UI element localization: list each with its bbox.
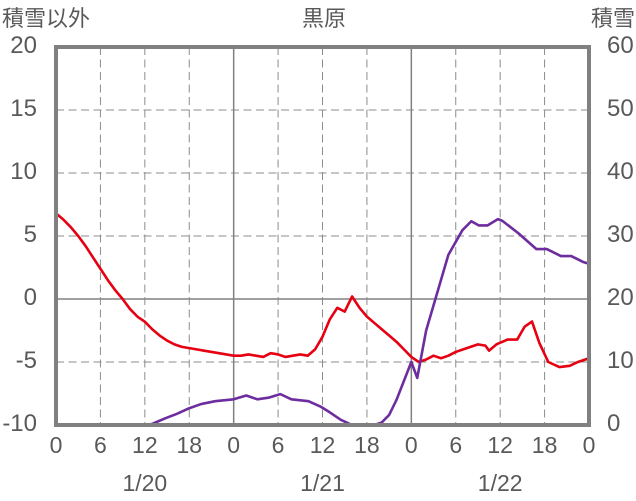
svg-text:12: 12 [132,432,158,458]
svg-text:6: 6 [449,432,462,458]
svg-text:6: 6 [272,432,285,458]
svg-text:20: 20 [10,32,37,59]
svg-text:50: 50 [607,95,634,122]
svg-text:6: 6 [94,432,107,458]
svg-text:0: 0 [607,410,620,437]
svg-text:-10: -10 [2,410,37,437]
svg-text:40: 40 [607,158,634,185]
svg-text:5: 5 [24,221,37,248]
svg-text:積雪以外: 積雪以外 [2,6,90,31]
svg-text:0: 0 [405,432,418,458]
svg-text:18: 18 [176,432,202,458]
svg-text:1/21: 1/21 [300,470,345,496]
svg-text:12: 12 [310,432,336,458]
svg-text:0: 0 [583,432,596,458]
svg-text:0: 0 [227,432,240,458]
svg-text:積雪: 積雪 [591,6,635,31]
svg-text:60: 60 [607,32,634,59]
svg-text:30: 30 [607,221,634,248]
svg-text:10: 10 [607,347,634,374]
svg-text:1/22: 1/22 [478,470,523,496]
svg-text:-5: -5 [16,347,37,374]
svg-text:10: 10 [10,158,37,185]
svg-text:18: 18 [354,432,380,458]
svg-text:1/20: 1/20 [122,470,167,496]
svg-text:黒原: 黒原 [302,6,346,31]
svg-text:15: 15 [10,95,37,122]
svg-text:12: 12 [487,432,513,458]
svg-text:18: 18 [532,432,558,458]
svg-text:0: 0 [50,432,63,458]
svg-text:20: 20 [607,284,634,311]
svg-text:0: 0 [24,284,37,311]
